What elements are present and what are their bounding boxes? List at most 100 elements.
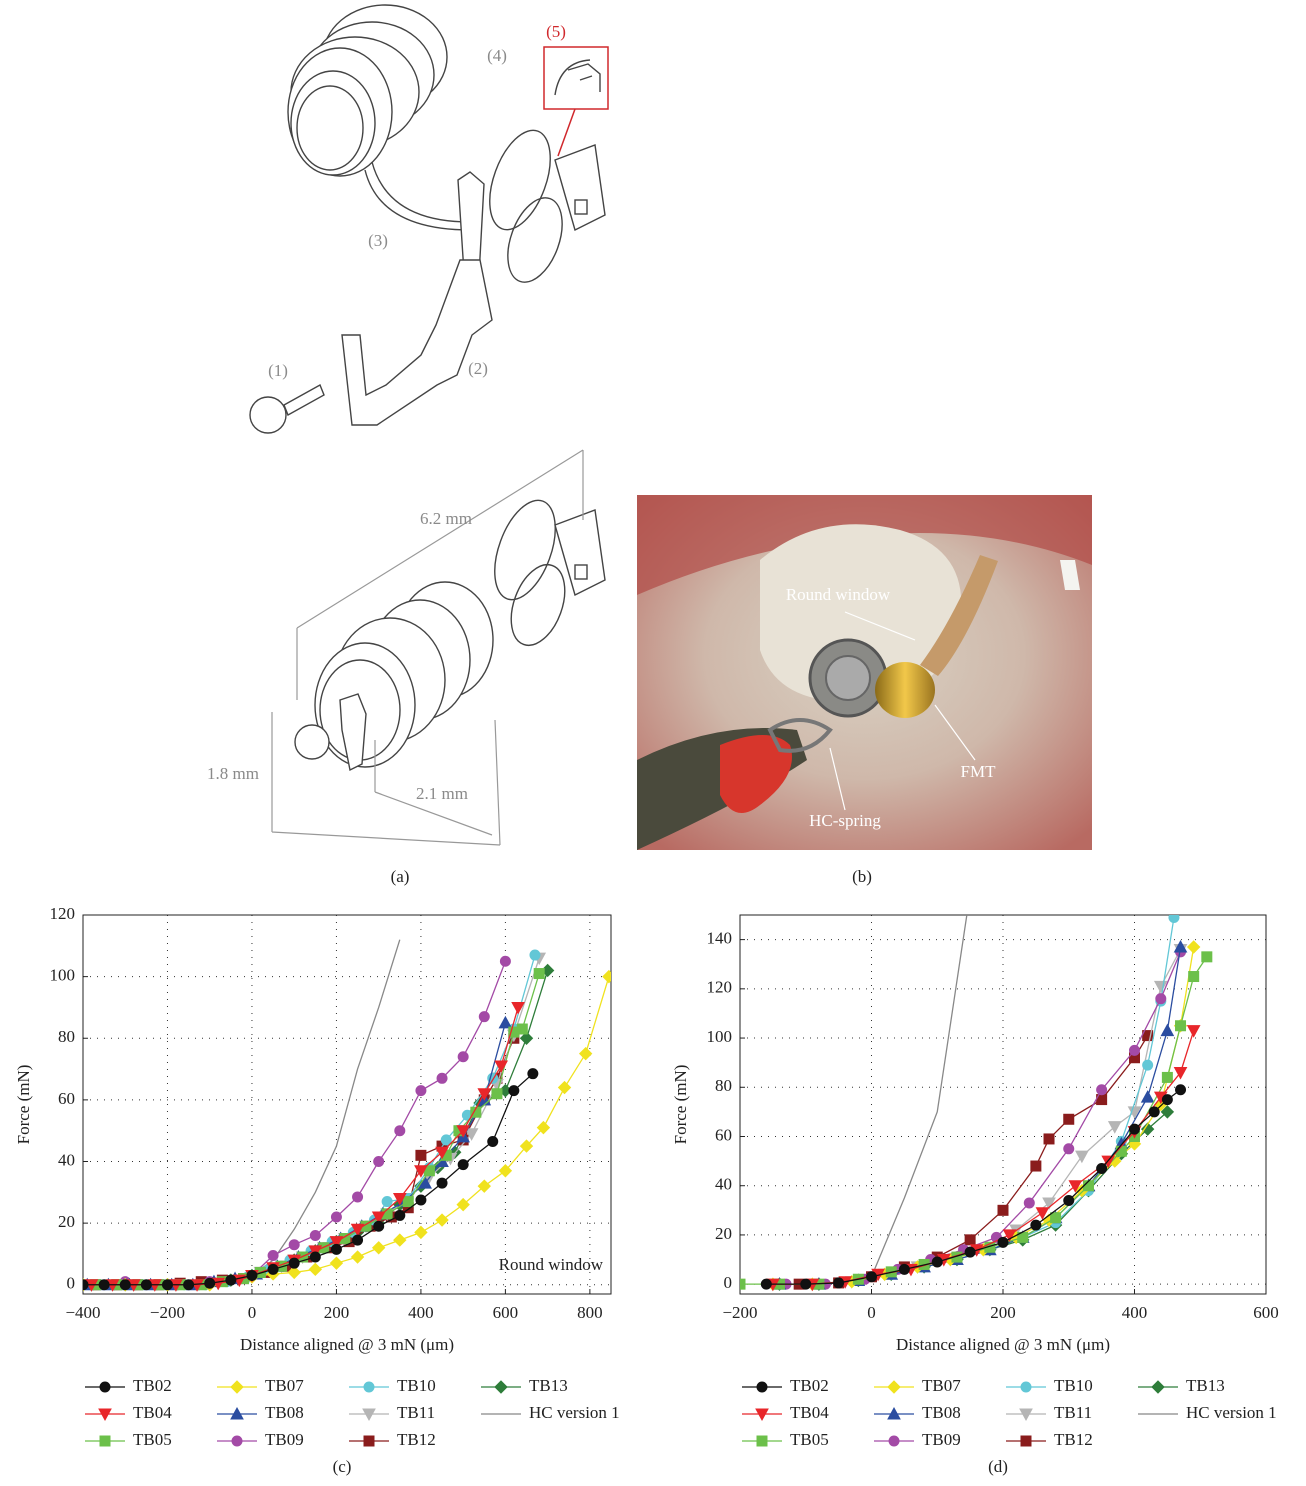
legend-marker — [231, 1435, 243, 1447]
x-tick-label: 400 — [408, 1303, 434, 1322]
marker — [183, 1279, 195, 1291]
legend-label: TB05 — [133, 1430, 172, 1449]
y-tick-label: 100 — [50, 966, 76, 985]
y-tick-label: 0 — [67, 1274, 76, 1293]
marker — [392, 1192, 407, 1206]
series-line — [772, 1030, 1195, 1285]
plot-frame — [82, 914, 612, 1295]
dimension-label: 1.8 mm — [207, 764, 259, 783]
x-tick-label: 800 — [577, 1303, 603, 1322]
marker — [740, 1278, 746, 1290]
legend-marker — [230, 1406, 244, 1420]
y-tick-label: 120 — [50, 904, 76, 923]
marker — [457, 1159, 469, 1171]
marker — [394, 1125, 406, 1137]
y-tick-label: 20 — [715, 1224, 732, 1243]
x-axis-label: Distance aligned @ 3 mN (μm) — [240, 1335, 454, 1354]
legend-label: HC version 1 — [529, 1403, 620, 1422]
plot-area — [740, 915, 1213, 1292]
legend-label: TB02 — [790, 1376, 829, 1395]
photo-label: FMT — [961, 762, 997, 781]
part-label: (2) — [468, 359, 488, 378]
x-tick-label: 200 — [324, 1303, 350, 1322]
chart: −400 −200 0 200 400 600 800 0 20 40 60 80 100 120 Dist… — [14, 904, 620, 1476]
series-line — [83, 960, 507, 1286]
marker — [267, 1263, 279, 1275]
marker — [418, 1176, 432, 1189]
part-label: (3) — [368, 231, 388, 250]
legend-marker — [755, 1408, 769, 1422]
marker — [414, 1165, 428, 1178]
marker — [464, 1128, 479, 1141]
marker — [760, 1278, 772, 1290]
y-tick-label: 60 — [58, 1089, 75, 1108]
marker — [578, 1046, 593, 1061]
marker — [287, 1265, 301, 1280]
marker — [477, 1179, 491, 1193]
legend-label: TB04 — [133, 1403, 172, 1422]
marker — [1161, 1071, 1173, 1083]
legend-label: TB04 — [790, 1403, 829, 1422]
marker — [1002, 1229, 1017, 1242]
marker — [140, 1279, 152, 1291]
x-axis-label: Distance aligned @ 3 mN (μm) — [896, 1335, 1110, 1354]
marker — [415, 1085, 427, 1097]
marker — [435, 1146, 449, 1160]
marker — [833, 1277, 845, 1289]
marker — [1050, 1212, 1062, 1224]
x-tick-label: 400 — [1122, 1303, 1148, 1322]
part-label: (5) — [546, 22, 566, 41]
panel-label: (b) — [852, 867, 872, 886]
dimension-label: 6.2 mm — [420, 509, 472, 528]
photo: Round window FMT HC-spring — [637, 495, 1092, 850]
photo-label: Round window — [786, 585, 891, 604]
marker — [1175, 1084, 1187, 1096]
marker — [1188, 971, 1200, 983]
y-tick-label: 20 — [58, 1212, 75, 1231]
part-label: (1) — [268, 361, 288, 380]
series-line — [779, 946, 1182, 1285]
marker — [119, 1279, 131, 1291]
legend-label: TB11 — [1054, 1403, 1092, 1422]
panel-label: (a) — [391, 867, 410, 886]
marker — [204, 1277, 216, 1289]
marker — [487, 1135, 499, 1147]
legend-marker — [1020, 1381, 1032, 1393]
marker — [1115, 1145, 1127, 1157]
legend-marker — [887, 1380, 901, 1394]
marker — [1043, 1133, 1055, 1145]
marker — [898, 1263, 910, 1275]
series-line — [779, 1111, 1168, 1285]
marker — [1148, 1106, 1160, 1118]
marker — [1155, 993, 1167, 1005]
legend-label: TB08 — [922, 1403, 961, 1422]
chart: −200 0 200 400 600 0 20 40 60 80 100 120 140 Distance… — [671, 914, 1279, 1476]
series-line — [870, 915, 968, 1278]
marker — [330, 1243, 342, 1255]
marker — [457, 1051, 469, 1063]
marker — [309, 1251, 321, 1263]
y-tick-label: 80 — [715, 1076, 732, 1095]
marker — [997, 1236, 1009, 1248]
marker — [931, 1256, 943, 1268]
legend-marker — [1151, 1380, 1165, 1394]
marker — [436, 1177, 448, 1189]
marker — [371, 1241, 386, 1255]
y-tick-label: 40 — [715, 1175, 732, 1194]
x-tick-label: −200 — [722, 1303, 757, 1322]
marker — [456, 1197, 470, 1212]
marker — [1186, 1025, 1201, 1038]
series-line — [779, 917, 1175, 1285]
legend-label: TB07 — [922, 1376, 961, 1395]
marker — [529, 949, 541, 961]
series-line — [786, 951, 1182, 1285]
exploded-drawing: (4) (5) (3) (1) (2) — [249, 4, 609, 434]
marker — [246, 1270, 258, 1282]
marker — [1129, 1123, 1140, 1135]
marker — [309, 1229, 321, 1241]
part-label: (4) — [487, 46, 507, 65]
marker — [1068, 1180, 1083, 1193]
y-tick-label: 140 — [707, 929, 733, 948]
marker — [519, 1139, 534, 1153]
